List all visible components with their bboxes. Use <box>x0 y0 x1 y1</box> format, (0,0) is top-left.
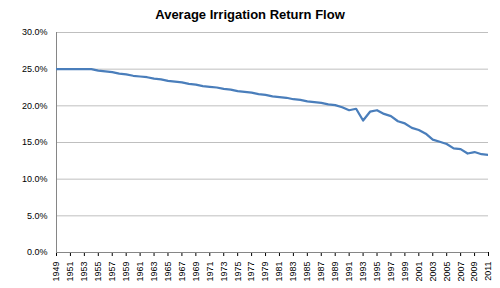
svg-text:1975: 1975 <box>233 262 243 282</box>
svg-text:1973: 1973 <box>219 262 229 282</box>
svg-text:1957: 1957 <box>107 262 117 282</box>
svg-text:1983: 1983 <box>288 262 298 282</box>
svg-text:1979: 1979 <box>260 262 270 282</box>
svg-text:2007: 2007 <box>456 262 466 282</box>
svg-text:25.0%: 25.0% <box>22 64 48 74</box>
svg-text:2005: 2005 <box>442 262 452 282</box>
svg-text:2003: 2003 <box>428 262 438 282</box>
svg-text:1961: 1961 <box>135 262 145 282</box>
svg-text:2001: 2001 <box>414 262 424 282</box>
svg-text:1985: 1985 <box>302 262 312 282</box>
svg-text:1953: 1953 <box>79 262 89 282</box>
svg-text:1997: 1997 <box>386 262 396 282</box>
svg-text:30.0%: 30.0% <box>22 27 48 37</box>
svg-text:1951: 1951 <box>65 262 75 282</box>
svg-text:1981: 1981 <box>274 262 284 282</box>
svg-text:1993: 1993 <box>358 262 368 282</box>
svg-text:5.0%: 5.0% <box>27 211 48 221</box>
svg-text:1963: 1963 <box>149 262 159 282</box>
svg-text:15.0%: 15.0% <box>22 137 48 147</box>
svg-text:1959: 1959 <box>121 262 131 282</box>
svg-text:1969: 1969 <box>191 262 201 282</box>
svg-text:1965: 1965 <box>163 262 173 282</box>
svg-text:1971: 1971 <box>205 262 215 282</box>
svg-text:1991: 1991 <box>344 262 354 282</box>
svg-text:1949: 1949 <box>51 262 61 282</box>
svg-text:1999: 1999 <box>400 262 410 282</box>
svg-text:1967: 1967 <box>177 262 187 282</box>
svg-text:0.0%: 0.0% <box>27 247 48 257</box>
svg-text:10.0%: 10.0% <box>22 174 48 184</box>
html-text:Average Irrigation Return Flow: Average Irrigation Return Flow <box>155 7 345 22</box>
svg-text:1955: 1955 <box>93 262 103 282</box>
svg-text:1977: 1977 <box>246 262 256 282</box>
svg-text:1987: 1987 <box>316 262 326 282</box>
svg-text:2011: 2011 <box>483 262 493 281</box>
svg-text:1995: 1995 <box>372 262 382 282</box>
svg-text:1989: 1989 <box>330 262 340 282</box>
svg-text:20.0%: 20.0% <box>22 101 48 111</box>
svg-text:2009: 2009 <box>469 262 479 282</box>
